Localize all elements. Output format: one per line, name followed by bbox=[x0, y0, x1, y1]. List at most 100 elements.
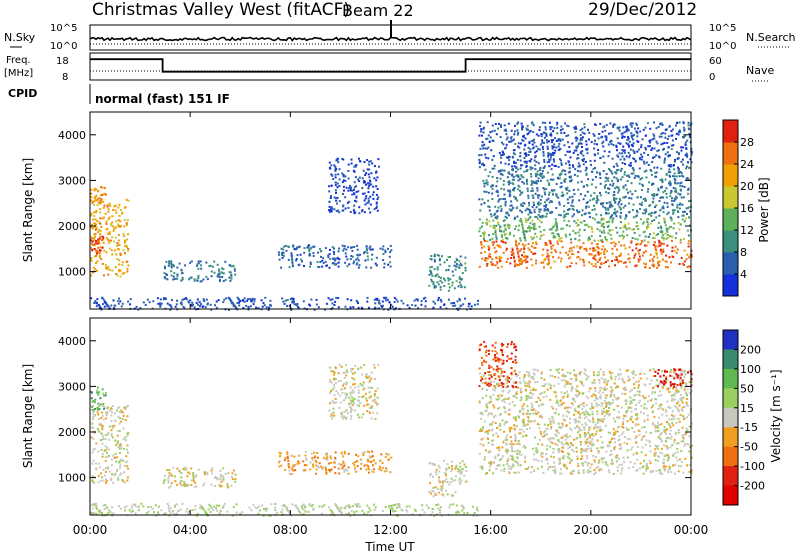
data-cell bbox=[486, 223, 489, 226]
data-cell bbox=[682, 126, 685, 129]
data-cell bbox=[628, 246, 631, 249]
data-cell bbox=[480, 130, 483, 133]
data-cell bbox=[366, 255, 369, 258]
data-cell bbox=[442, 479, 445, 482]
data-cell bbox=[104, 448, 107, 451]
data-cell bbox=[390, 303, 393, 306]
data-cell bbox=[681, 262, 684, 265]
data-cell bbox=[372, 191, 375, 194]
data-cell bbox=[551, 147, 554, 150]
data-cell bbox=[596, 427, 599, 430]
data-cell bbox=[673, 472, 676, 475]
data-cell bbox=[535, 259, 538, 262]
data-cell bbox=[176, 266, 179, 269]
data-cell bbox=[361, 177, 364, 180]
data-cell bbox=[669, 184, 672, 187]
data-cell bbox=[447, 268, 450, 271]
data-cell bbox=[371, 405, 373, 408]
data-cell bbox=[624, 162, 626, 165]
data-cell bbox=[99, 403, 102, 406]
data-cell bbox=[355, 196, 358, 199]
data-cell bbox=[108, 470, 111, 473]
data-cell bbox=[444, 279, 447, 282]
data-cell bbox=[682, 263, 685, 266]
data-cell bbox=[340, 463, 343, 466]
data-cell bbox=[571, 142, 574, 145]
data-cell bbox=[671, 444, 674, 447]
data-cell bbox=[432, 486, 435, 489]
data-cell bbox=[661, 231, 664, 234]
data-cell bbox=[613, 123, 616, 126]
data-cell bbox=[95, 188, 98, 191]
nsearch-label: N.Search bbox=[746, 31, 796, 44]
data-cell bbox=[347, 170, 350, 172]
data-cell bbox=[514, 435, 517, 438]
data-cell bbox=[366, 377, 369, 379]
data-cell bbox=[581, 136, 584, 139]
data-cell bbox=[374, 262, 377, 265]
data-cell bbox=[460, 471, 463, 474]
data-cell bbox=[464, 266, 467, 269]
data-cell bbox=[593, 204, 595, 207]
data-cell bbox=[611, 214, 614, 217]
data-cell bbox=[532, 147, 534, 150]
data-cell bbox=[658, 451, 661, 454]
data-cell bbox=[660, 122, 663, 125]
data-cell bbox=[247, 306, 250, 309]
data-cell bbox=[497, 435, 499, 438]
data-cell bbox=[553, 152, 556, 154]
data-cell bbox=[329, 470, 331, 473]
data-cell bbox=[565, 467, 568, 470]
data-cell bbox=[511, 178, 514, 181]
data-cell bbox=[170, 264, 173, 267]
data-cell bbox=[90, 226, 93, 229]
data-cell bbox=[102, 241, 105, 244]
data-cell bbox=[593, 147, 596, 150]
data-cell bbox=[375, 202, 378, 205]
data-cell bbox=[615, 255, 618, 258]
data-cell bbox=[539, 237, 542, 240]
data-cell bbox=[111, 405, 114, 407]
data-cell bbox=[545, 212, 548, 215]
data-cell bbox=[176, 277, 179, 280]
data-cell bbox=[688, 200, 691, 203]
data-cell bbox=[676, 203, 679, 206]
data-cell bbox=[376, 198, 379, 201]
data-cell bbox=[559, 129, 562, 132]
data-cell bbox=[343, 247, 346, 250]
data-cell bbox=[594, 433, 597, 436]
data-cell bbox=[606, 444, 609, 447]
data-cell bbox=[424, 296, 427, 299]
data-cell bbox=[93, 448, 96, 450]
data-cell bbox=[192, 304, 194, 306]
data-cell bbox=[445, 469, 448, 472]
data-cell bbox=[333, 257, 336, 260]
data-cell bbox=[343, 465, 346, 467]
data-cell bbox=[634, 159, 637, 162]
data-cell bbox=[603, 457, 606, 460]
data-cell bbox=[588, 462, 590, 465]
data-cell bbox=[292, 300, 295, 303]
data-cell bbox=[514, 437, 517, 440]
data-cell bbox=[168, 471, 171, 474]
data-cell bbox=[267, 309, 270, 311]
data-cell bbox=[362, 452, 365, 455]
data-cell bbox=[286, 453, 289, 455]
data-cell bbox=[596, 261, 599, 263]
data-cell bbox=[510, 209, 512, 212]
colorbar-tick-label: 24 bbox=[740, 158, 754, 171]
data-cell bbox=[552, 151, 555, 154]
data-cell bbox=[554, 236, 557, 238]
data-cell bbox=[363, 211, 366, 214]
data-cell bbox=[602, 245, 605, 248]
data-cell bbox=[197, 277, 200, 279]
data-cell bbox=[123, 241, 126, 244]
data-cell bbox=[315, 472, 318, 475]
data-cell bbox=[367, 187, 370, 190]
data-cell bbox=[91, 240, 94, 243]
data-cell bbox=[536, 189, 539, 192]
data-cell bbox=[448, 286, 451, 289]
data-cell bbox=[180, 279, 183, 282]
data-cell bbox=[489, 225, 492, 228]
data-cell bbox=[478, 198, 481, 201]
